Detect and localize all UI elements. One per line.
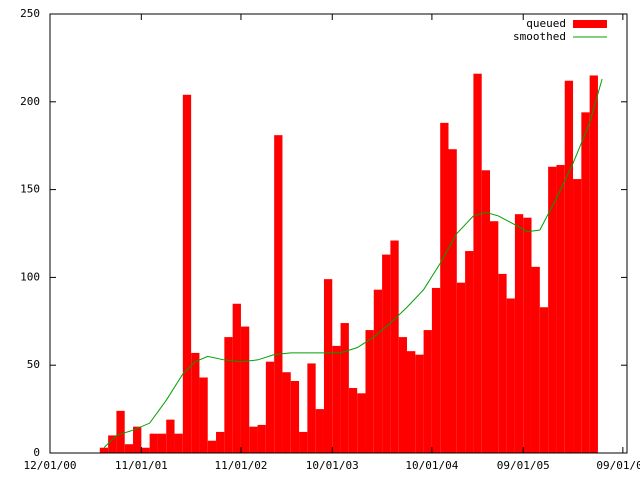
bar (531, 266, 540, 453)
bar (581, 112, 590, 453)
bar (299, 431, 308, 453)
bar (365, 330, 374, 453)
x-tick-label: 11/01/02 (214, 459, 267, 472)
bar (423, 330, 432, 453)
bar (340, 323, 349, 453)
bar (456, 282, 466, 453)
bar (182, 94, 192, 453)
bar (398, 337, 407, 453)
bar (199, 377, 208, 453)
bar (498, 273, 507, 453)
bar (448, 149, 457, 453)
bar (108, 435, 117, 453)
bar (166, 419, 175, 453)
bar (465, 251, 474, 453)
bar (406, 351, 416, 453)
bar (473, 73, 482, 453)
bar (216, 431, 225, 453)
y-tick-label: 0 (33, 446, 40, 459)
x-tick-label: 11/01/01 (115, 459, 168, 472)
bar (481, 170, 491, 453)
bar (232, 303, 241, 453)
bar (490, 221, 499, 453)
x-tick-label: 10/01/03 (306, 459, 359, 472)
bar (548, 166, 557, 453)
bar (539, 307, 549, 453)
bar (564, 80, 574, 453)
bar (382, 254, 391, 453)
bar (282, 372, 291, 453)
bar (307, 363, 316, 453)
bar (149, 433, 158, 453)
x-tick-label: 09/01/05 (497, 459, 550, 472)
legend-swatch (573, 20, 607, 28)
legend-label: queued (526, 17, 566, 30)
bar (141, 447, 150, 453)
bar (133, 426, 142, 453)
bar (390, 240, 399, 453)
x-tick-label: 12/01/00 (24, 459, 77, 472)
y-tick-label: 200 (20, 95, 40, 108)
y-tick-label: 50 (27, 358, 40, 371)
bar (357, 393, 366, 453)
y-tick-label: 150 (20, 183, 40, 196)
bar (124, 444, 134, 453)
bar (514, 214, 524, 453)
plot-frame (49, 13, 628, 454)
bar (332, 345, 341, 453)
bar (249, 426, 258, 453)
bar (116, 410, 125, 453)
legend-label: smoothed (513, 30, 566, 43)
bar (573, 179, 582, 453)
bar (556, 165, 565, 454)
bar (373, 289, 383, 453)
bar (240, 326, 250, 453)
y-tick-label: 100 (20, 270, 40, 283)
bar (191, 352, 200, 453)
bar (323, 279, 333, 453)
bar (265, 361, 275, 453)
bar (431, 287, 441, 453)
bar (589, 75, 598, 454)
y-tick-label: 250 (20, 7, 40, 20)
bar (174, 433, 183, 453)
bar (348, 388, 358, 453)
bar (274, 135, 283, 453)
bar (440, 122, 449, 453)
smoothed-line (103, 78, 603, 449)
x-tick-label: 10/01/04 (405, 459, 458, 472)
bar (207, 440, 217, 453)
bar (99, 447, 109, 453)
bar (224, 337, 233, 453)
bar (523, 217, 532, 453)
x-tick-label: 09/01/06 (596, 459, 640, 472)
bar (257, 424, 266, 453)
bar (415, 354, 424, 453)
bar (506, 298, 515, 453)
bar (290, 381, 300, 453)
bar (315, 409, 324, 453)
bar (157, 433, 167, 453)
